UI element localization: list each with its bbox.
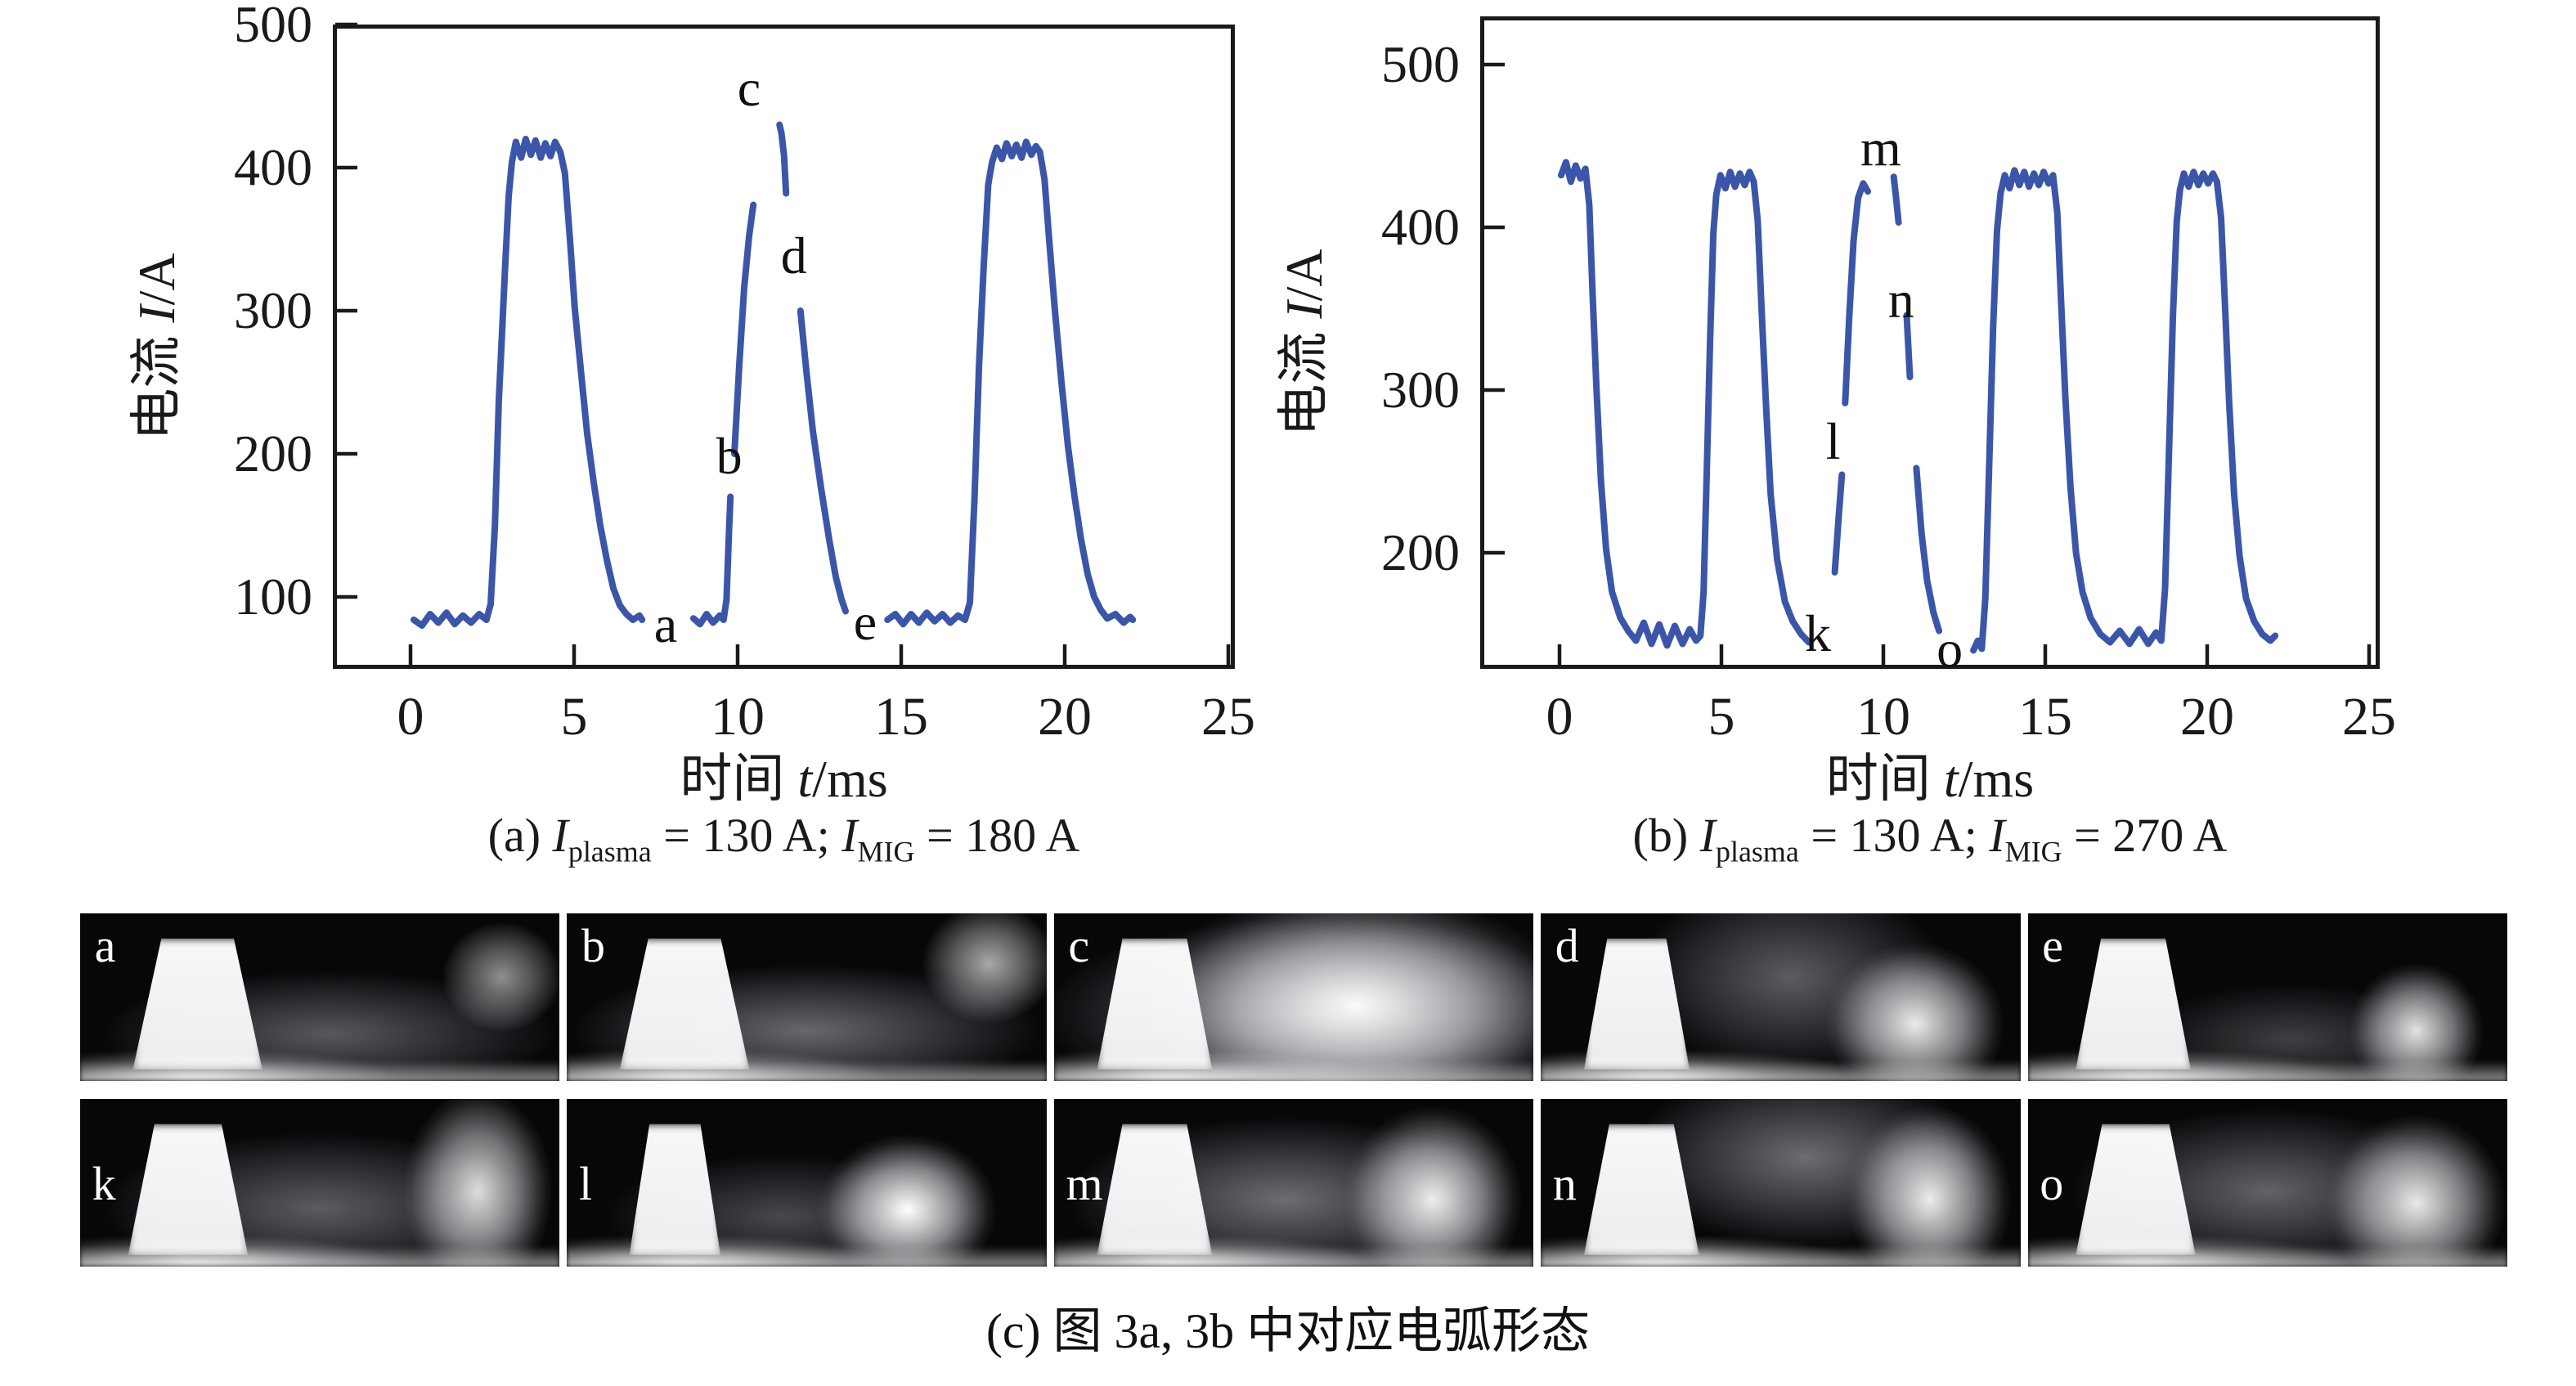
y-tick-label: 400 bbox=[1381, 198, 1460, 256]
current-trace-segment bbox=[1558, 159, 1812, 649]
waveform-point-label-d: d bbox=[780, 226, 807, 285]
plasma-column bbox=[1583, 938, 1690, 1070]
arc-image-label-n: n bbox=[1552, 1156, 1577, 1210]
x-tick-label: 10 bbox=[711, 687, 765, 747]
arc-image-o: o bbox=[2027, 1099, 2507, 1267]
arc-image-label-o: o bbox=[2040, 1156, 2064, 1210]
arc-image-l: l bbox=[567, 1099, 1047, 1267]
current-trace-segment bbox=[1903, 312, 1914, 381]
x-tick-label: 15 bbox=[874, 687, 928, 747]
current-trace-segment bbox=[1913, 464, 1943, 635]
arc-image-label-a: a bbox=[94, 919, 116, 973]
arc-image-label-c: c bbox=[1068, 919, 1090, 973]
plasma-column bbox=[2076, 938, 2191, 1070]
arc-image-label-l: l bbox=[579, 1156, 593, 1210]
plasma-column bbox=[629, 1124, 721, 1255]
arc-image-c: c bbox=[1053, 913, 1534, 1081]
waveform-point-label-k: k bbox=[1805, 603, 1831, 662]
workpiece-glow bbox=[2027, 1052, 2507, 1081]
x-tick-label: 25 bbox=[2342, 687, 2396, 747]
arc-image-label-b: b bbox=[581, 919, 605, 973]
y-tick-label: 400 bbox=[234, 138, 312, 196]
x-tick-label: 0 bbox=[397, 687, 424, 747]
y-tick-label: 200 bbox=[234, 424, 312, 482]
waveform-point-label-m: m bbox=[1860, 119, 1901, 177]
plasma-column bbox=[1583, 1124, 1699, 1255]
workpiece-glow bbox=[1541, 1238, 2021, 1267]
y-axis-title: 电流 I/A bbox=[1275, 249, 1333, 437]
plot-area-a bbox=[333, 22, 1235, 669]
panel-a-current-waveform: 100 200 300 400 500 0 5 10 15 20 25 a b c d e 电流 I/A 时间 t… bbox=[128, 0, 1255, 868]
y-tick-label: 500 bbox=[234, 0, 312, 53]
x-axis-title: 时间 t/ms bbox=[680, 750, 888, 808]
workpiece-glow bbox=[567, 1238, 1047, 1267]
waveform-point-label-c: c bbox=[737, 58, 761, 117]
x-axis-title: 时间 t/ms bbox=[1825, 750, 2035, 808]
x-tick-label: 5 bbox=[560, 687, 588, 747]
plasma-column bbox=[132, 938, 263, 1070]
workpiece-glow bbox=[80, 1052, 560, 1081]
workpiece-glow bbox=[80, 1238, 560, 1267]
arc-image-a: a bbox=[80, 913, 560, 1081]
waveform-point-label-o: o bbox=[1936, 620, 1963, 679]
waveform-point-label-b: b bbox=[716, 426, 743, 485]
waveform-point-label-e: e bbox=[853, 592, 877, 651]
y-tick-label: 300 bbox=[234, 281, 312, 339]
current-trace-segment bbox=[731, 201, 757, 457]
plasma-column bbox=[1097, 1124, 1213, 1255]
arc-image-n: n bbox=[1541, 1099, 2021, 1267]
arc-image-label-m: m bbox=[1066, 1156, 1103, 1210]
x-tick-label: 0 bbox=[1546, 687, 1573, 747]
workpiece-glow bbox=[1053, 1052, 1534, 1081]
arc-image-b: b bbox=[567, 913, 1047, 1081]
waveform-point-label-n: n bbox=[1887, 270, 1914, 329]
workpiece-glow bbox=[1053, 1238, 1534, 1267]
panel-b-current-waveform: 200 300 400 500 0 5 10 15 20 25 k l m n o 电流 I/A 时间 t/ms… bbox=[1275, 16, 2396, 868]
axes-border bbox=[1480, 16, 2380, 669]
caption-c: (c) 图 3a, 3b 中对应电弧形态 bbox=[985, 1304, 1591, 1358]
x-tick-label: 20 bbox=[2180, 687, 2234, 747]
current-trace-segment bbox=[1890, 173, 1902, 226]
panel-caption-a: (a) Iplasma = 130 A; IMIG = 180 A bbox=[487, 809, 1080, 868]
plasma-column bbox=[1097, 938, 1213, 1070]
current-trace-segment bbox=[884, 138, 1137, 628]
arc-image-m: m bbox=[1053, 1099, 1534, 1267]
workpiece-glow bbox=[567, 1052, 1047, 1081]
waveform-point-label-l: l bbox=[1825, 411, 1841, 470]
x-tick-label: 10 bbox=[1856, 687, 1910, 747]
y-tick-label: 300 bbox=[1381, 361, 1460, 419]
workpiece-glow bbox=[2027, 1238, 2507, 1267]
current-trace-segment bbox=[1970, 167, 2279, 654]
x-tick-label: 20 bbox=[1038, 687, 1092, 747]
current-trace-segment bbox=[1831, 471, 1846, 576]
x-tick-label: 15 bbox=[2018, 687, 2072, 747]
current-trace-segment bbox=[1842, 180, 1871, 406]
x-tick-label: 25 bbox=[1201, 687, 1255, 747]
plasma-column bbox=[2076, 1124, 2196, 1255]
arc-image-label-e: e bbox=[2042, 919, 2063, 973]
arc-image-label-k: k bbox=[92, 1156, 116, 1210]
arc-image-d: d bbox=[1541, 913, 2021, 1081]
axes-border bbox=[333, 25, 1235, 669]
plot-area-b bbox=[1480, 16, 2380, 669]
workpiece-glow bbox=[1541, 1052, 2021, 1081]
current-trace-segment bbox=[797, 307, 849, 615]
arc-image-e: e bbox=[2027, 913, 2507, 1081]
y-axis-title: 电流 I/A bbox=[128, 253, 186, 441]
y-tick-label: 200 bbox=[1381, 523, 1460, 581]
plasma-column bbox=[128, 1124, 249, 1255]
current-trace-segment bbox=[776, 121, 790, 197]
y-tick-label: 500 bbox=[1381, 35, 1460, 93]
arc-image-label-d: d bbox=[1555, 919, 1579, 973]
x-tick-label: 5 bbox=[1708, 687, 1735, 747]
waveform-point-label-a: a bbox=[653, 595, 678, 653]
y-tick-label: 100 bbox=[234, 567, 312, 626]
panel-caption-b: (b) Iplasma = 130 A; IMIG = 270 A bbox=[1632, 809, 2228, 868]
plasma-column bbox=[619, 938, 750, 1070]
arc-image-k: k bbox=[80, 1099, 560, 1267]
arc-morphology-grid: a b c d e k l m n o bbox=[80, 913, 2507, 1267]
current-trace-segment bbox=[690, 493, 734, 628]
current-trace-segment bbox=[411, 136, 646, 629]
